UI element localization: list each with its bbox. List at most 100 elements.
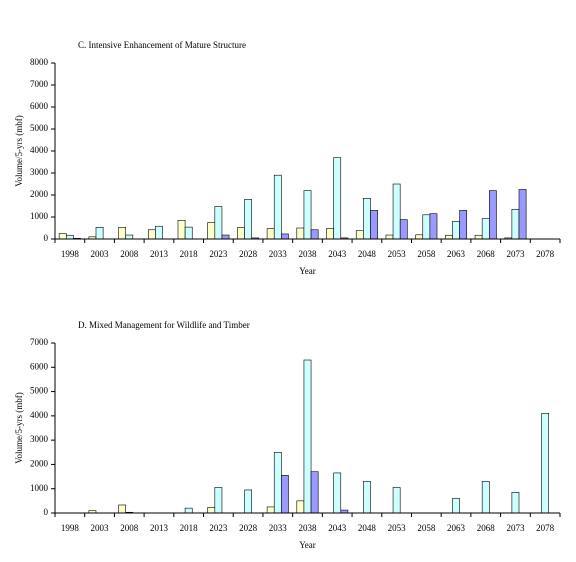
bar xyxy=(184,226,193,240)
bar xyxy=(147,229,156,240)
y-tick-label: 2000 xyxy=(30,189,49,199)
y-axis-label: Volume/5-yrs (mbf) xyxy=(14,115,24,187)
y-tick-label: 7000 xyxy=(30,79,49,89)
bar xyxy=(303,359,312,514)
bar xyxy=(125,234,134,240)
bar xyxy=(370,210,378,240)
bar xyxy=(95,227,104,240)
x-tick-label: 2003 xyxy=(91,249,110,259)
bar xyxy=(422,214,431,240)
x-tick-label: 2023 xyxy=(209,523,228,533)
bar xyxy=(452,221,460,240)
x-tick-label: 2013 xyxy=(150,523,169,533)
y-axis-label: Volume/5-yrs (mbf) xyxy=(14,392,24,464)
bar xyxy=(511,492,520,514)
bar xyxy=(65,234,74,240)
x-axis-label: Year xyxy=(299,540,316,550)
y-tick-label: 0 xyxy=(44,233,49,243)
bar xyxy=(415,234,424,240)
bar xyxy=(266,228,275,240)
x-tick-label: 2063 xyxy=(447,523,466,533)
bar xyxy=(237,227,245,240)
bar xyxy=(214,206,223,240)
x-tick-label: 2078 xyxy=(536,249,555,259)
chart-title: C. Intensive Enhancement of Mature Struc… xyxy=(78,40,246,50)
y-tick-label: 6000 xyxy=(30,101,49,111)
x-tick-label: 2078 xyxy=(536,523,555,533)
bar xyxy=(474,234,483,240)
x-tick-label: 2018 xyxy=(180,249,199,259)
x-tick-label: 2008 xyxy=(120,523,139,533)
y-tick-label: 6000 xyxy=(30,361,49,371)
y-tick-label: 4000 xyxy=(30,145,49,155)
y-tick-label: 8000 xyxy=(30,57,49,67)
bar xyxy=(207,222,216,240)
bar xyxy=(296,500,305,514)
x-tick-label: 2033 xyxy=(269,249,288,259)
bar xyxy=(58,233,67,240)
x-tick-label: 2053 xyxy=(388,523,407,533)
bar xyxy=(488,190,497,240)
x-tick-label: 2073 xyxy=(506,523,525,533)
bar xyxy=(273,451,282,514)
x-tick-label: 2018 xyxy=(180,523,199,533)
bar xyxy=(221,234,230,240)
y-tick-label: 7000 xyxy=(30,337,49,347)
y-tick-label: 2000 xyxy=(30,458,49,468)
x-tick-label: 2013 xyxy=(150,249,169,259)
y-tick-label: 5000 xyxy=(30,123,49,133)
x-tick-label: 2028 xyxy=(239,523,258,533)
bar xyxy=(385,234,394,240)
x-tick-label: 2048 xyxy=(358,523,377,533)
x-tick-label: 2038 xyxy=(299,249,318,259)
x-tick-label: 1998 xyxy=(61,523,80,533)
bar xyxy=(511,209,520,240)
bar xyxy=(429,213,438,240)
bar xyxy=(363,198,371,240)
bar xyxy=(392,487,401,514)
bar xyxy=(244,199,252,240)
bar xyxy=(207,507,216,514)
bar xyxy=(459,210,468,240)
bar xyxy=(303,190,312,240)
y-tick-label: 1000 xyxy=(30,211,49,221)
bar xyxy=(281,475,289,514)
x-tick-label: 1998 xyxy=(61,249,80,259)
bar xyxy=(244,489,252,514)
bar xyxy=(184,507,193,514)
bar xyxy=(333,472,342,514)
y-tick-label: 3000 xyxy=(30,434,49,444)
bar xyxy=(363,481,371,514)
x-tick-label: 2073 xyxy=(506,249,525,259)
y-tick-label: 3000 xyxy=(30,167,49,177)
y-tick-label: 0 xyxy=(44,507,49,517)
x-axis-label: Year xyxy=(299,266,316,276)
x-tick-label: 2008 xyxy=(120,249,139,259)
bar xyxy=(445,234,453,240)
bar xyxy=(296,227,305,240)
x-tick-label: 2058 xyxy=(417,249,436,259)
x-tick-label: 2058 xyxy=(417,523,436,533)
x-tick-label: 2028 xyxy=(239,249,258,259)
y-tick-label: 1000 xyxy=(30,483,49,493)
bar xyxy=(266,506,275,514)
bar xyxy=(452,498,460,514)
bar xyxy=(155,225,163,240)
bar xyxy=(333,157,342,240)
x-tick-label: 2068 xyxy=(477,523,496,533)
bar xyxy=(273,174,282,240)
bar xyxy=(541,413,550,514)
x-tick-label: 2033 xyxy=(269,523,288,533)
bar xyxy=(310,471,319,514)
bar xyxy=(392,183,401,240)
x-tick-label: 2068 xyxy=(477,249,496,259)
y-tick-label: 4000 xyxy=(30,410,49,420)
bar xyxy=(355,230,364,240)
x-tick-label: 2048 xyxy=(358,249,377,259)
x-tick-label: 2063 xyxy=(447,249,466,259)
bar xyxy=(281,233,289,240)
bar xyxy=(118,504,126,514)
bar xyxy=(481,218,490,240)
